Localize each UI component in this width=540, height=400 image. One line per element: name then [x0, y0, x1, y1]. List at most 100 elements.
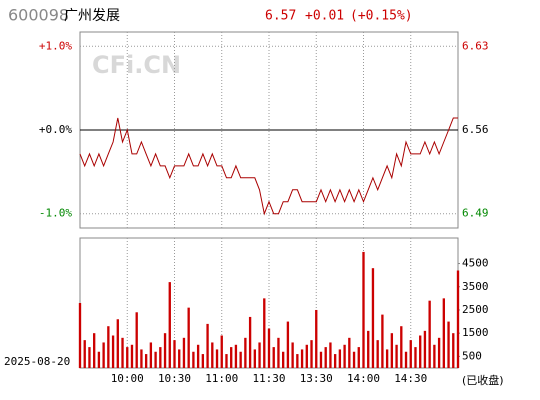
volume-bar — [428, 300, 431, 368]
volume-bar — [234, 344, 238, 368]
price-line — [79, 117, 458, 216]
volume-bar — [362, 251, 365, 368]
volume-bar — [83, 340, 86, 368]
volume-bar — [442, 298, 445, 368]
volume-bar — [215, 349, 219, 368]
x-tick-label: 10:00 — [111, 372, 144, 385]
volume-bar — [126, 347, 129, 368]
volume-bar — [395, 344, 398, 368]
y-tick-label: 6.63 — [462, 39, 489, 52]
volume-bar — [324, 347, 327, 368]
volume-bar — [286, 321, 290, 368]
volume-bar — [390, 333, 394, 368]
volume-bar — [107, 326, 110, 368]
volume-bar — [419, 335, 422, 368]
volume-bar — [178, 349, 181, 368]
y2-tick-label: -1.0% — [39, 207, 72, 220]
status-label: (已收盘) — [462, 373, 504, 387]
volume-tick-label: 500 — [462, 349, 482, 362]
volume-bar — [248, 316, 252, 368]
volume-bar — [220, 335, 223, 368]
volume-bar — [88, 347, 91, 368]
x-tick-label: 11:30 — [252, 372, 285, 385]
volume-bar — [400, 326, 403, 368]
volume-bar — [192, 351, 195, 368]
volume-bar — [173, 340, 176, 368]
volume-bar — [291, 342, 294, 368]
volume-bar — [144, 354, 148, 368]
volume-bar — [381, 314, 384, 368]
volume-bar — [97, 351, 101, 368]
volume-bar — [310, 340, 313, 368]
watermark: CFi.CN — [92, 51, 181, 79]
volume-bar — [130, 344, 134, 368]
volume-tick-label: 2500 — [462, 303, 489, 316]
volume-bar — [135, 312, 138, 368]
volume-bar — [159, 347, 162, 368]
volume-bar — [437, 337, 441, 368]
volume-bar — [404, 351, 408, 368]
volume-bar — [263, 298, 266, 368]
y-tick-label: 6.56 — [462, 123, 489, 136]
volume-bar — [154, 351, 157, 368]
volume-tick-label: 3500 — [462, 280, 489, 293]
volume-bar — [211, 342, 214, 368]
volume-bar — [357, 347, 360, 368]
volume-bar — [352, 351, 356, 368]
volume-bar — [456, 270, 460, 368]
change: +0.01 — [305, 9, 344, 24]
volume-bar — [348, 337, 351, 368]
last-price: 6.57 — [265, 9, 296, 24]
volume-bar — [244, 337, 247, 368]
volume-bar — [282, 351, 285, 368]
volume-bar — [447, 321, 450, 368]
x-tick-label: 14:30 — [394, 372, 427, 385]
volume-bar — [272, 347, 275, 368]
volume-bar — [78, 303, 82, 368]
stock-code: 600098 — [8, 6, 69, 25]
volume-bar — [182, 337, 186, 368]
volume-tick-label: 4500 — [462, 257, 489, 270]
y2-tick-label: +0.0% — [39, 123, 72, 136]
volume-bar — [385, 349, 389, 368]
x-tick-label: 13:30 — [300, 372, 333, 385]
volume-bar — [277, 337, 280, 368]
x-tick-label: 11:00 — [205, 372, 238, 385]
volume-bar — [338, 349, 342, 368]
volume-bar — [206, 323, 209, 368]
y-tick-label: 6.49 — [462, 207, 489, 220]
volume-bar — [371, 268, 375, 368]
volume-bar — [116, 319, 119, 368]
volume-bar — [315, 309, 318, 368]
x-tick-label: 14:00 — [347, 372, 380, 385]
volume-bar — [409, 340, 412, 368]
volume-bar — [93, 333, 96, 368]
volume-bar — [149, 342, 153, 368]
volume-bar — [102, 342, 105, 368]
volume-bar — [121, 337, 124, 368]
volume-bar — [267, 328, 271, 368]
volume-bar — [253, 349, 256, 368]
volume-bar — [376, 340, 379, 368]
date-label: 2025-08-20 — [4, 355, 70, 368]
volume-bar — [140, 349, 143, 368]
volume-bar — [452, 333, 455, 368]
volume-bar — [319, 351, 323, 368]
stock-name: 广州发展 — [64, 8, 120, 24]
volume-bar — [258, 342, 261, 368]
volume-bar — [300, 349, 304, 368]
volume-bar — [296, 354, 299, 368]
volume-bar — [333, 354, 337, 368]
volume-bar — [433, 344, 436, 368]
volume-bar — [163, 333, 167, 368]
volume-bar — [230, 347, 233, 368]
volume-bar — [305, 344, 308, 368]
volume-bar — [414, 347, 417, 368]
volume-bar — [187, 307, 190, 368]
volume-bar — [225, 354, 228, 368]
volume-bar — [196, 344, 200, 368]
volume-bar — [111, 335, 115, 368]
volume-bar — [367, 330, 370, 368]
volume-bar — [239, 351, 242, 368]
